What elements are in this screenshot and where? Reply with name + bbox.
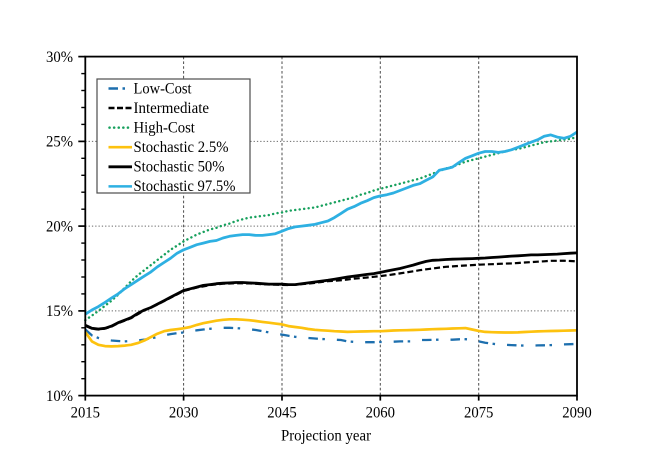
svg-text:2015: 2015	[71, 404, 100, 421]
svg-text:Projection year: Projection year	[281, 428, 372, 445]
svg-text:Low-Cost: Low-Cost	[134, 80, 193, 97]
svg-text:15%: 15%	[46, 303, 73, 320]
svg-text:Stochastic 97.5%: Stochastic 97.5%	[134, 178, 236, 195]
svg-text:10%: 10%	[46, 388, 73, 405]
svg-text:2030: 2030	[169, 404, 198, 421]
svg-text:Intermediate: Intermediate	[134, 100, 210, 117]
svg-text:Stochastic 50%: Stochastic 50%	[134, 159, 225, 176]
svg-text:Stochastic 2.5%: Stochastic 2.5%	[134, 139, 229, 156]
svg-text:30%: 30%	[46, 49, 73, 66]
svg-text:2060: 2060	[366, 404, 395, 421]
svg-text:25%: 25%	[46, 134, 73, 151]
svg-text:20%: 20%	[46, 218, 73, 235]
svg-text:High-Cost: High-Cost	[134, 119, 196, 136]
svg-text:2045: 2045	[267, 404, 296, 421]
svg-text:2075: 2075	[464, 404, 493, 421]
svg-text:2090: 2090	[562, 404, 591, 421]
